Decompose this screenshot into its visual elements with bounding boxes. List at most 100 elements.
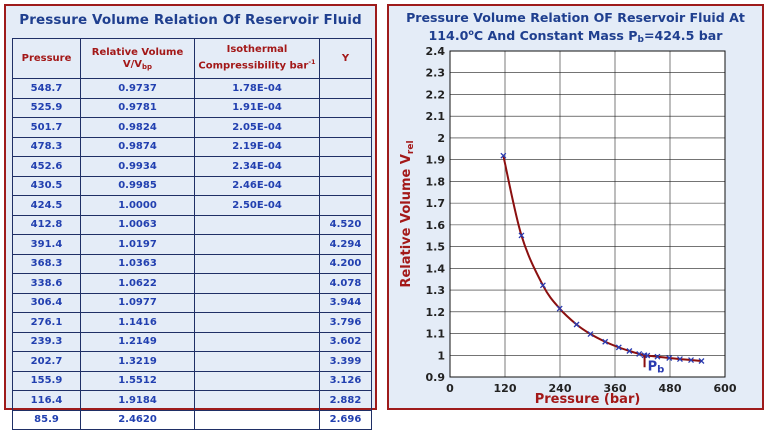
y-tick-label: 2.4 <box>426 45 446 58</box>
cell-compressibility <box>194 331 320 352</box>
y-tick-label: 2.3 <box>426 67 446 80</box>
table-row: 155.9 1.5512 3.126 <box>12 370 372 391</box>
header-compressibility: Isothermal Compressibility bar-1 <box>194 38 320 79</box>
cell-y <box>319 195 372 216</box>
cell-compressibility: 2.46E-04 <box>194 175 320 196</box>
cell-relative-volume: 0.9985 <box>80 175 195 196</box>
cell-compressibility <box>194 253 320 274</box>
cell-relative-volume: 1.5512 <box>80 370 195 391</box>
cell-relative-volume: 1.0000 <box>80 195 195 216</box>
table-row: 452.6 0.9934 2.34E-04 <box>12 156 372 177</box>
cell-compressibility: 1.78E-04 <box>194 78 320 99</box>
cell-pressure: 116.4 <box>12 390 81 411</box>
cell-relative-volume: 1.0622 <box>80 273 195 294</box>
y-tick-label: 2.2 <box>426 88 446 101</box>
cell-pressure: 391.4 <box>12 234 81 255</box>
table-row: 525.9 0.9781 1.91E-04 <box>12 97 372 118</box>
cell-y: 2.882 <box>319 390 372 411</box>
cell-pressure: 501.7 <box>12 117 81 138</box>
cell-y <box>319 97 372 118</box>
cell-y <box>319 117 372 138</box>
cell-compressibility: 2.05E-04 <box>194 117 320 138</box>
y-tick-label: 1 <box>437 349 445 362</box>
y-tick-label: 1.8 <box>426 175 446 188</box>
data-point-marker <box>688 357 694 363</box>
cell-compressibility <box>194 292 320 313</box>
cell-relative-volume: 1.3219 <box>80 351 195 372</box>
table-row: 501.7 0.9824 2.05E-04 <box>12 117 372 138</box>
data-table-panel: Pressure Volume Relation Of Reservoir Fl… <box>4 4 377 430</box>
y-tick-label: 1.5 <box>426 241 446 254</box>
relative-volume-chart: 0.9 1 1.1 1.2 1.3 1.4 1.5 1.6 1.7 1.8 1.9 2 2.1 2.2 2.… <box>399 45 737 407</box>
y-tick-label: 1.9 <box>426 154 446 167</box>
cell-pressure: 478.3 <box>12 136 81 157</box>
cell-compressibility <box>194 312 320 333</box>
data-point-marker <box>573 321 580 328</box>
cell-y <box>319 136 372 157</box>
cell-compressibility <box>194 273 320 294</box>
cell-compressibility <box>194 351 320 372</box>
cell-relative-volume: 1.0363 <box>80 253 195 274</box>
table-row: 424.5 1.0000 2.50E-04 <box>12 195 372 216</box>
cell-pressure: 338.6 <box>12 273 81 294</box>
data-point-marker <box>636 350 643 357</box>
data-point-marker <box>676 356 683 363</box>
header-y: Y <box>319 38 372 79</box>
cell-pressure: 430.5 <box>12 175 81 196</box>
table-row: 85.9 2.4620 2.696 <box>12 409 372 430</box>
data-point-marker <box>666 355 673 361</box>
table-row: 116.4 1.9184 2.882 <box>12 390 372 411</box>
table-row: 391.4 1.0197 4.294 <box>12 234 372 255</box>
cell-relative-volume: 1.1416 <box>80 312 195 333</box>
cell-y: 3.944 <box>319 292 372 313</box>
table-row: 430.5 0.9985 2.46E-04 <box>12 175 372 196</box>
y-tick-label: 1.4 <box>426 262 446 275</box>
chart-title: Pressure Volume Relation OF Reservoir Fl… <box>406 10 745 46</box>
cell-relative-volume: 0.9934 <box>80 156 195 177</box>
x-axis-label: Pressure (bar) <box>535 392 641 407</box>
plot-area <box>450 51 725 377</box>
cell-y: 4.078 <box>319 273 372 294</box>
plot-frame <box>449 50 726 378</box>
table-row: 548.7 0.9737 1.78E-04 <box>12 78 372 99</box>
data-point-marker <box>602 338 609 345</box>
pb-annotation: Pb <box>648 359 665 375</box>
cell-compressibility: 2.19E-04 <box>194 136 320 157</box>
cell-y <box>319 78 372 99</box>
cell-y: 3.796 <box>319 312 372 333</box>
cell-pressure: 276.1 <box>12 312 81 333</box>
cell-y: 2.696 <box>319 409 372 430</box>
cell-pressure: 155.9 <box>12 370 81 391</box>
cell-relative-volume: 1.2149 <box>80 331 195 352</box>
cell-compressibility: 2.50E-04 <box>194 195 320 216</box>
cell-y: 4.294 <box>319 234 372 255</box>
cell-relative-volume: 1.0197 <box>80 234 195 255</box>
pressure-volume-table: Pressure Relative Volume V/Vbp Isotherma… <box>12 38 372 430</box>
y-tick-label: 1.7 <box>426 197 446 210</box>
cell-pressure: 202.7 <box>12 351 81 372</box>
cell-y: 3.399 <box>319 351 372 372</box>
y-tick-label: 0.9 <box>426 371 446 384</box>
y-tick-label: 1.6 <box>426 219 446 232</box>
table-row: 478.3 0.9874 2.19E-04 <box>12 136 372 157</box>
cell-relative-volume: 0.9781 <box>80 97 195 118</box>
cell-pressure: 85.9 <box>12 409 81 430</box>
cell-pressure: 452.6 <box>12 156 81 177</box>
header-relative-volume: Relative Volume V/Vbp <box>80 38 195 79</box>
data-point-marker <box>500 152 507 159</box>
cell-relative-volume: 1.9184 <box>80 390 195 411</box>
table-row: 239.3 1.2149 3.602 <box>12 331 372 352</box>
cell-y: 3.126 <box>319 370 372 391</box>
x-tick-label: 240 <box>549 382 572 395</box>
y-tick-label: 1.1 <box>426 328 446 341</box>
cell-pressure: 412.8 <box>12 214 81 235</box>
x-tick-label: 480 <box>659 382 682 395</box>
table-title: Pressure Volume Relation Of Reservoir Fl… <box>19 12 362 28</box>
chart-panel: Pressure Volume Relation OF Reservoir Fl… <box>387 4 764 410</box>
data-point-marker <box>626 348 633 354</box>
data-point-marker <box>587 331 594 337</box>
data-point-marker <box>556 305 563 312</box>
cell-compressibility <box>194 390 320 411</box>
y-tick-label: 2 <box>437 132 445 145</box>
table-header-row: Pressure Relative Volume V/Vbp Isotherma… <box>12 38 372 79</box>
